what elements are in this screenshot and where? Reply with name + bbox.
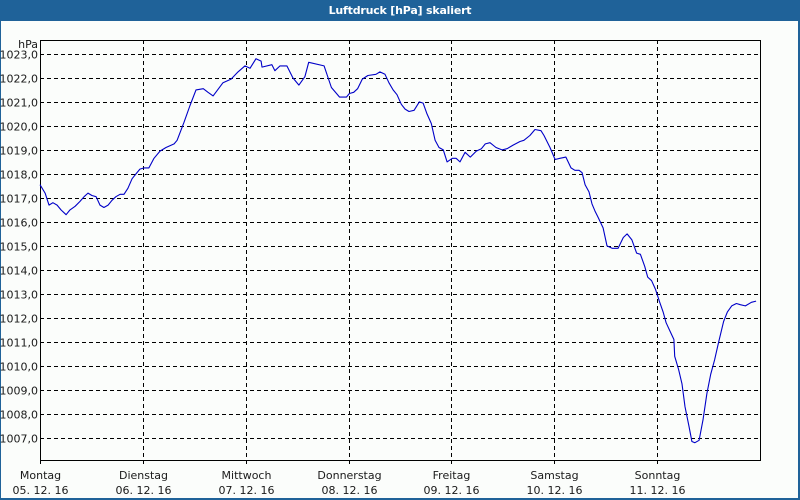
x-tick-day: Freitag [433,469,471,482]
x-tick-date: 06. 12. 16 [116,484,172,497]
y-tick-label: 1021,0 [0,97,38,110]
x-tick-date: 05. 12. 16 [13,484,69,497]
x-tick-day: Montag [20,469,61,482]
plot-frame [40,40,761,461]
y-tick-label: 1009,0 [0,385,38,398]
x-tick-date: 09. 12. 16 [424,484,480,497]
y-tick-label: 1013,0 [0,289,38,302]
y-tick-label: 1010,0 [0,361,38,374]
y-tick-label: 1022,0 [0,73,38,86]
x-tick-date: 08. 12. 16 [322,484,378,497]
y-tick-label: 1007,0 [0,433,38,446]
y-tick-label: 1008,0 [0,409,38,422]
y-tick-label: 1014,0 [0,265,38,278]
x-tick-date: 10. 12. 16 [527,484,583,497]
y-tick-label: 1020,0 [0,121,38,134]
x-tick-date: 11. 12. 16 [630,484,686,497]
x-tick-day: Mittwoch [222,469,272,482]
y-tick-label: 1018,0 [0,169,38,182]
y-axis-unit: hPa [18,38,38,51]
y-tick-label: 1019,0 [0,145,38,158]
x-tick-day: Sonntag [635,469,681,482]
y-tick-label: 1017,0 [0,193,38,206]
y-tick-label: 1011,0 [0,337,38,350]
y-tick-label: 1015,0 [0,241,38,254]
y-tick-label: 1012,0 [0,313,38,326]
window-title: Luftdruck [hPa] skaliert [0,0,800,21]
y-tick-label: 1023,0 [0,49,38,62]
x-tick-day: Samstag [530,469,578,482]
y-tick-label: 1016,0 [0,217,38,230]
pressure-line [39,58,757,444]
x-tick-day: Donnerstag [317,469,381,482]
x-tick-day: Dienstag [119,469,168,482]
x-tick-date: 07. 12. 16 [219,484,275,497]
